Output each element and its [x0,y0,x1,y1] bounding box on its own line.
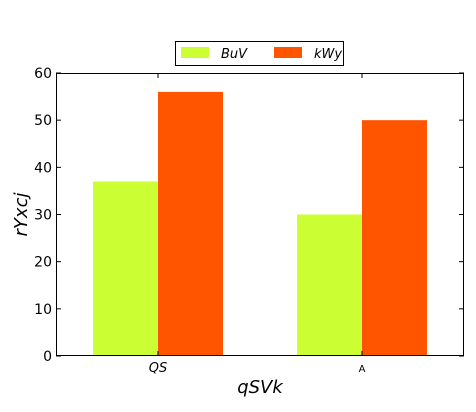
bar-kWy-A [362,120,427,357]
bars-layer [93,91,427,357]
y-tick-label: 30 [34,208,52,224]
y-tick-label: 0 [43,349,52,365]
bar-BuV-QS [93,181,158,356]
ticks-layer: 0 10 20 30 40 50 60 QS A [34,66,464,376]
x-tick-label: A [359,364,366,375]
y-tick-label: 40 [34,160,52,176]
x-tick-label: QS [149,361,167,376]
y-tick-label: 10 [34,302,52,318]
y-axis-title: rYxcj [11,193,32,237]
bar-kWy-QS [158,91,223,356]
bar-BuV-A [297,214,362,356]
y-tick-label: 20 [34,255,52,271]
legend-swatch-BuV [181,47,209,58]
y-tick-label: 50 [34,113,52,129]
legend: BuV kWy [175,41,344,66]
legend-swatch-kWy [274,47,302,58]
legend-label-kWy: kWy [314,47,342,62]
legend-label-BuV: BuV [221,47,248,62]
y-tick-label: 60 [34,66,52,82]
x-axis-title: qSVk [237,377,284,398]
